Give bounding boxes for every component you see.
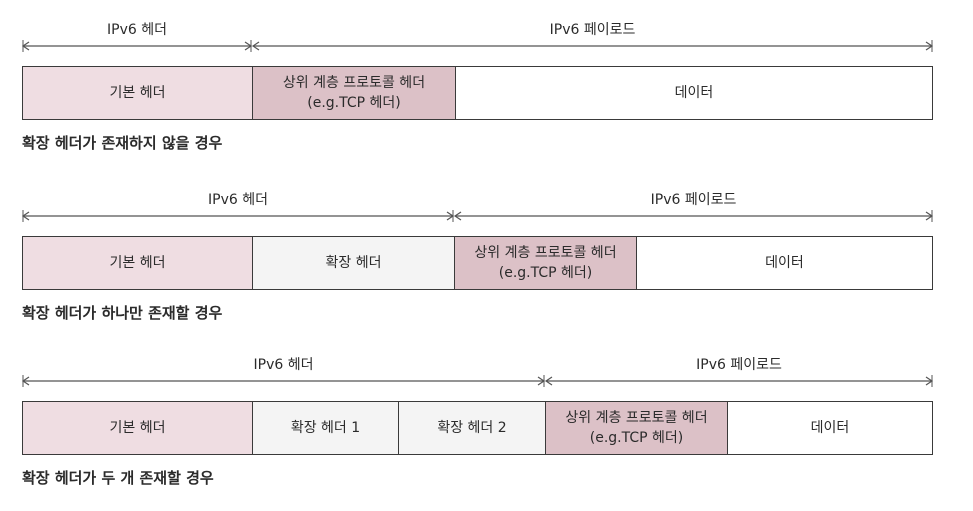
upper-layer-header-example: (e.g.TCP 헤더) [498, 265, 593, 281]
extension-header-2-cell: 확장 헤더 2 [399, 402, 546, 454]
upper-layer-header-example: (e.g.TCP 헤더) [307, 95, 401, 111]
extension-header-cell: 확장 헤더 [253, 237, 455, 289]
packet-bar: 기본 헤더 상위 계층 프로토콜 헤더 (e.g.TCP 헤더) 데이터 [22, 66, 933, 120]
caption-no-extension: 확장 헤더가 존재하지 않을 경우 [22, 134, 223, 152]
ipv6-header-span-arrow [21, 208, 455, 224]
base-header-cell: 기본 헤더 [23, 237, 253, 289]
ipv6-header-span-label: IPv6 헤더 [253, 357, 314, 373]
extension-header-1-cell: 확장 헤더 1 [253, 402, 399, 454]
ipv6-payload-span-label: IPv6 페이로드 [549, 22, 636, 38]
caption-two-extensions: 확장 헤더가 두 개 존재할 경우 [22, 469, 214, 487]
ipv6-header-span-arrow [21, 38, 253, 54]
upper-layer-header-cell: 상위 계층 프로토콜 헤더 (e.g.TCP 헤더) [546, 402, 728, 454]
ipv6-payload-span-arrow [544, 373, 934, 389]
packet-bar: 기본 헤더 확장 헤더 상위 계층 프로토콜 헤더 (e.g.TCP 헤더) 데… [22, 236, 933, 290]
ipv6-payload-span-arrow [453, 208, 934, 224]
extension-header-1-label: 확장 헤더 1 [290, 420, 361, 436]
upper-layer-header-cell: 상위 계층 프로토콜 헤더 (e.g.TCP 헤더) [253, 67, 456, 119]
ipv6-header-span-label: IPv6 헤더 [107, 22, 167, 38]
caption-one-extension: 확장 헤더가 하나만 존재할 경우 [22, 304, 223, 322]
upper-layer-header-cell: 상위 계층 프로토콜 헤더 (e.g.TCP 헤더) [455, 237, 637, 289]
data-cell: 데이터 [456, 67, 932, 119]
upper-layer-header-label: 상위 계층 프로토콜 헤더 [565, 410, 708, 426]
base-header-cell: 기본 헤더 [23, 402, 253, 454]
ipv6-header-span-label: IPv6 헤더 [208, 192, 268, 208]
upper-layer-header-label: 상위 계층 프로토콜 헤더 [282, 75, 426, 91]
data-cell: 데이터 [728, 402, 932, 454]
base-header-label: 기본 헤더 [109, 420, 166, 436]
packet-bar: 기본 헤더 확장 헤더 1 확장 헤더 2 상위 계층 프로토콜 헤더 (e.g… [22, 401, 933, 455]
data-label: 데이터 [810, 420, 850, 436]
base-header-cell: 기본 헤더 [23, 67, 253, 119]
data-label: 데이터 [765, 255, 804, 271]
extension-header-2-label: 확장 헤더 2 [437, 420, 507, 436]
ipv6-payload-span-arrow [251, 38, 934, 54]
ipv6-payload-span-label: IPv6 페이로드 [650, 192, 737, 208]
base-header-label: 기본 헤더 [109, 85, 166, 101]
extension-header-label: 확장 헤더 [325, 255, 382, 271]
ipv6-payload-span-label: IPv6 페이로드 [696, 357, 782, 373]
upper-layer-header-example: (e.g.TCP 헤더) [589, 430, 684, 446]
data-cell: 데이터 [637, 237, 932, 289]
base-header-label: 기본 헤더 [109, 255, 166, 271]
upper-layer-header-label: 상위 계층 프로토콜 헤더 [474, 245, 617, 261]
ipv6-header-span-arrow [21, 373, 546, 389]
data-label: 데이터 [674, 85, 714, 101]
